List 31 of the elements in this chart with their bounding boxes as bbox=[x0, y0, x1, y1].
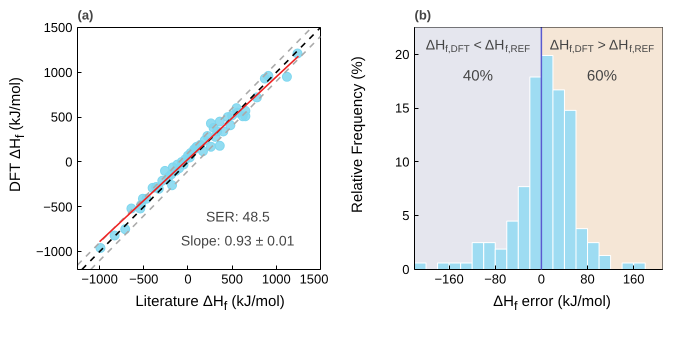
x-tick-label: −80 bbox=[484, 272, 506, 286]
annotation: 40% bbox=[462, 67, 493, 84]
chart-title: (b) bbox=[414, 8, 432, 22]
x-axis-title: Literature ΔH$_{f}$ (kJ/mol) bbox=[134, 292, 286, 315]
x-tick-label: −1000 bbox=[81, 272, 118, 286]
y-tick-label: 15 bbox=[395, 100, 410, 116]
annotation: SER: 48.5 bbox=[206, 208, 270, 224]
y-tick-label: 5 bbox=[402, 208, 410, 224]
x-tick-label: −500 bbox=[129, 272, 158, 286]
y-tick-label: −500 bbox=[43, 199, 73, 214]
y-axis-title: Relative Frequency (%) bbox=[348, 56, 367, 216]
y-tick-label: 10 bbox=[395, 154, 410, 170]
x-axis-title: ΔH$_{f}$ error (kJ/mol) bbox=[492, 292, 612, 315]
y-tick-label: 500 bbox=[50, 110, 73, 125]
x-tick-label: 0 bbox=[538, 272, 546, 286]
x-tick-label: 500 bbox=[221, 272, 243, 286]
x-tick-label: 1000 bbox=[262, 272, 291, 286]
x-tick-label: 160 bbox=[622, 272, 645, 286]
x-tick-label: 1500 bbox=[300, 272, 328, 286]
x-tick-label: 80 bbox=[580, 272, 595, 286]
x-tick-label: 0 bbox=[184, 272, 192, 286]
y-tick-label: 0 bbox=[65, 154, 73, 170]
y-tick-label: 0 bbox=[402, 262, 410, 277]
x-tick-label: −160 bbox=[434, 272, 464, 286]
annotation: Slope: 0.93 ± 0.01 bbox=[180, 232, 295, 248]
y-tick-label: 20 bbox=[395, 46, 410, 62]
y-tick-label: 1500 bbox=[44, 20, 72, 35]
chart-title: (a) bbox=[78, 8, 94, 22]
y-tick-label: 1000 bbox=[44, 64, 72, 80]
y-tick-label: −1000 bbox=[36, 244, 73, 260]
annotation: 60% bbox=[586, 67, 617, 84]
